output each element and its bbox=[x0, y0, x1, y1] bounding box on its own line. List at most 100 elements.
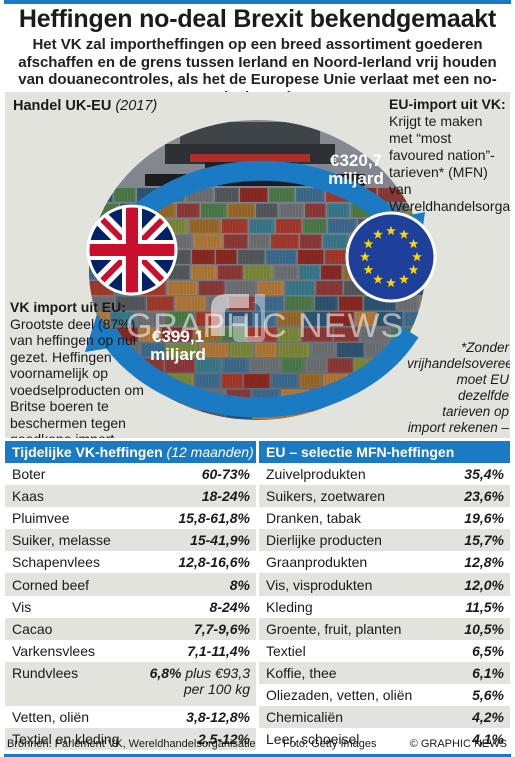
row-value: 3,8-12,8% bbox=[186, 708, 250, 725]
eu-star-icon bbox=[373, 274, 383, 284]
row-label: Groente, fruit, planten bbox=[266, 620, 402, 637]
uk-table-row: Boter 60-73% bbox=[5, 463, 256, 486]
row-label: Kleding bbox=[266, 598, 313, 615]
row-value: 18-24% bbox=[201, 488, 250, 505]
uk-table-header: Tijdelijke VK-heffingen (12 maanden) bbox=[5, 441, 256, 463]
row-value: 15,8-61,8% bbox=[178, 510, 250, 527]
row-value: 4,2% bbox=[472, 709, 504, 726]
row-label: Cacao bbox=[12, 620, 53, 637]
row-value: 5,6% bbox=[472, 686, 504, 703]
row-value: 6,8% plus €93,3 per 100 kg bbox=[149, 664, 250, 697]
row-label: Textiel bbox=[266, 642, 306, 659]
row-value: 7,1-11,4% bbox=[187, 642, 250, 659]
row-value: 4,1% bbox=[472, 731, 504, 748]
uk-tariff-table: Tijdelijke VK-heffingen (12 maanden) Bot… bbox=[5, 441, 256, 751]
eu-star-icon bbox=[360, 251, 370, 262]
eu-star-icon bbox=[386, 225, 396, 236]
row-value: 15,7% bbox=[464, 532, 504, 549]
row-label: Dranken, tabak bbox=[266, 510, 361, 527]
eu-star-icon bbox=[386, 277, 396, 288]
row-label: Kaas bbox=[12, 488, 44, 505]
eu-table-row: Textiel 6,5% bbox=[259, 639, 510, 662]
bottom-rule bbox=[4, 754, 511, 757]
eu-table-body: Zuivelprodukten 35,4% Suikers, zoetwaren 23… bbox=[259, 463, 510, 751]
row-value: 8% bbox=[229, 576, 250, 593]
uk-table-row: Schapenvlees 12,8-16,6% bbox=[5, 551, 256, 574]
row-value: 60-73% bbox=[201, 466, 250, 483]
eu-star-icon bbox=[408, 238, 419, 249]
eu-import-description: EU-import uit VK: Krijgt te maken met “m… bbox=[389, 96, 510, 214]
row-value: 35,4% bbox=[464, 466, 504, 483]
eu-table-row: Kleding 11,5% bbox=[259, 595, 510, 618]
page-title: Heffingen no-deal Brexit bekendgemaakt bbox=[18, 5, 497, 33]
row-label: Vis bbox=[12, 598, 32, 615]
uk-table-row: Suiker, melasse 15-41,9% bbox=[5, 529, 256, 552]
row-value: 7,7-9,6% bbox=[193, 620, 250, 637]
sources: Bronnen: Parlement VK, Wereldhandelsorga… bbox=[7, 738, 256, 750]
row-label: Chemicaliën bbox=[266, 709, 344, 726]
row-label: Zuivelprodukten bbox=[266, 466, 366, 483]
vk-import-amount: €399,1 miljard bbox=[150, 327, 206, 364]
graphic-news-logo bbox=[211, 294, 265, 342]
uk-flag-icon bbox=[86, 204, 178, 296]
trade-title: Handel UK-EU (2017) bbox=[13, 98, 158, 114]
row-label: Rundvlees bbox=[12, 664, 79, 681]
row-label: Pluimvee bbox=[12, 510, 70, 527]
row-label: Leer, schoeisel bbox=[266, 731, 360, 748]
uk-table-row: Cacao 7,7-9,6% bbox=[5, 617, 256, 640]
row-value: 15-41,9% bbox=[190, 532, 250, 549]
row-label: Graanprodukten bbox=[266, 554, 368, 571]
row-value: 10,5% bbox=[464, 620, 504, 637]
eu-table-row: Dierlijke producten 15,7% bbox=[259, 529, 510, 552]
row-value: 12,8-16,6% bbox=[178, 554, 250, 571]
row-value: 6,1% bbox=[472, 664, 504, 681]
copyright: © GRAPHIC NEWS bbox=[409, 738, 507, 750]
row-label: Vis, visprodukten bbox=[266, 576, 373, 593]
row-label: Vetten, oliën bbox=[12, 708, 90, 725]
photo-credit: Foto: Getty Images bbox=[283, 738, 377, 750]
eu-table-row: Graanprodukten 12,8% bbox=[259, 551, 510, 574]
eu-star-icon bbox=[363, 238, 374, 249]
eu-table-row: Chemicaliën 4,2% bbox=[259, 706, 510, 729]
trade-illustration: Handel UK-EU (2017) EU-import uit VK: Kr… bbox=[5, 92, 510, 438]
row-value: 8-24% bbox=[209, 598, 250, 615]
eu-star-icon bbox=[363, 264, 374, 275]
eu-table-row: Leer, schoeisel 4,1% bbox=[259, 728, 510, 751]
eu-import-amount: €320,7 miljard bbox=[328, 151, 384, 188]
mfn-footnote: *Zonder vrijhandelsovereenkomst moet EU … bbox=[407, 340, 510, 438]
eu-tariff-table: EU – selectie MFN-heffingen Zuivelproduk… bbox=[259, 441, 510, 751]
uk-table-row: Corned beef 8% bbox=[5, 573, 256, 596]
row-value: 2,5-12% bbox=[197, 730, 250, 747]
eu-table-row: Suikers, zoetwaren 23,6% bbox=[259, 485, 510, 508]
hero-artwork bbox=[85, 120, 437, 420]
watermark: GRAPHIC NEWS bbox=[125, 307, 405, 345]
row-label: Suiker, melasse bbox=[12, 532, 111, 549]
eu-star-icon bbox=[399, 274, 409, 284]
row-label: Dierlijke producten bbox=[266, 532, 382, 549]
eu-star-icon bbox=[373, 229, 383, 239]
uk-table-row: Vis 8-24% bbox=[5, 595, 256, 618]
row-value: 6,5% bbox=[472, 642, 504, 659]
row-label: Varkensvlees bbox=[12, 642, 96, 659]
uk-table-row: Rundvlees 6,8% plus €93,3 per 100 kg bbox=[5, 661, 256, 706]
row-value: 12,8% bbox=[464, 554, 504, 571]
eu-flag-icon bbox=[345, 211, 437, 303]
eu-table-header: EU – selectie MFN-heffingen bbox=[259, 441, 510, 463]
uk-table-row: Varkensvlees 7,1-11,4% bbox=[5, 639, 256, 662]
eu-table-row: Vis, visprodukten 12,0% bbox=[259, 573, 510, 596]
eu-table-row: Groente, fruit, planten 10,5% bbox=[259, 617, 510, 640]
eu-table-row: Oliezaden, vetten, oliën 5,6% bbox=[259, 683, 510, 707]
row-label: Suikers, zoetwaren bbox=[266, 488, 386, 505]
eu-star-icon bbox=[408, 264, 419, 275]
top-rule bbox=[4, 0, 511, 4]
row-label: Corned beef bbox=[12, 576, 90, 593]
arrow-head-to-uk bbox=[85, 314, 123, 352]
uk-table-body: Boter 60-73% Kaas 18-24% Pluimvee 15,8-61,8% S… bbox=[5, 463, 256, 751]
row-label: Textiel en kleding bbox=[12, 730, 120, 747]
row-label: Koffie, thee bbox=[266, 664, 337, 681]
footer: Bronnen: Parlement VK, Wereldhandelsorga… bbox=[5, 738, 510, 754]
uk-table-row: Pluimvee 15,8-61,8% bbox=[5, 507, 256, 530]
eu-table-row: Koffie, thee 6,1% bbox=[259, 661, 510, 684]
row-value: 11,5% bbox=[465, 598, 504, 615]
row-label: Boter bbox=[12, 466, 46, 483]
